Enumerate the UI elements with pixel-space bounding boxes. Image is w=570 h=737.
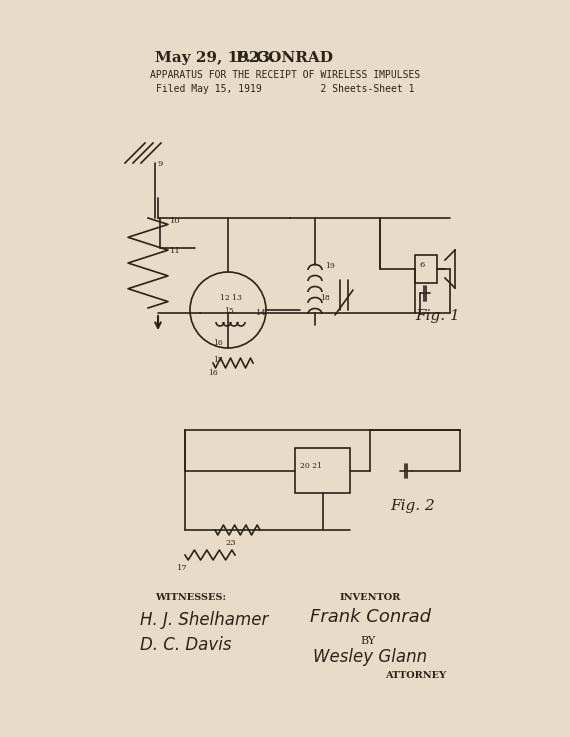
Text: F. CONRAD: F. CONRAD — [237, 51, 333, 65]
Text: Filed May 15, 1919          2 Sheets-Sheet 1: Filed May 15, 1919 2 Sheets-Sheet 1 — [156, 84, 414, 94]
Text: ATTORNEY: ATTORNEY — [385, 671, 446, 680]
Bar — [295, 448, 350, 493]
Text: 6: 6 — [420, 261, 425, 269]
Text: 16: 16 — [213, 339, 223, 347]
Text: H. J. Shelhamer: H. J. Shelhamer — [140, 611, 268, 629]
Text: Wesley Glann: Wesley Glann — [313, 648, 427, 666]
Text: 10: 10 — [170, 217, 181, 225]
Text: 9: 9 — [158, 160, 164, 168]
Text: BY: BY — [360, 636, 375, 646]
Text: Fig. 1: Fig. 1 — [415, 309, 460, 323]
Text: 17: 17 — [213, 356, 223, 364]
Text: WITNESSES:: WITNESSES: — [155, 593, 226, 602]
Text: 11: 11 — [170, 247, 181, 255]
Text: Fig. 2: Fig. 2 — [390, 499, 435, 513]
Text: 12 13: 12 13 — [220, 294, 242, 302]
Text: 14: 14 — [256, 309, 267, 317]
Bar — [415, 255, 437, 283]
Text: May 29, 1923.: May 29, 1923. — [155, 51, 275, 65]
Text: 17: 17 — [177, 564, 188, 572]
Text: 15: 15 — [224, 307, 234, 315]
Text: D. C. Davis: D. C. Davis — [140, 636, 231, 654]
Text: 20 21: 20 21 — [300, 462, 322, 470]
Text: 18: 18 — [320, 294, 330, 302]
Text: Frank Conrad: Frank Conrad — [310, 608, 430, 626]
Text: 19: 19 — [325, 262, 335, 270]
Text: 23: 23 — [225, 539, 235, 547]
Text: 16: 16 — [208, 369, 218, 377]
Text: APPARATUS FOR THE RECEIPT OF WIRELESS IMPULSES: APPARATUS FOR THE RECEIPT OF WIRELESS IM… — [150, 70, 420, 80]
Text: INVENTOR: INVENTOR — [339, 593, 401, 602]
